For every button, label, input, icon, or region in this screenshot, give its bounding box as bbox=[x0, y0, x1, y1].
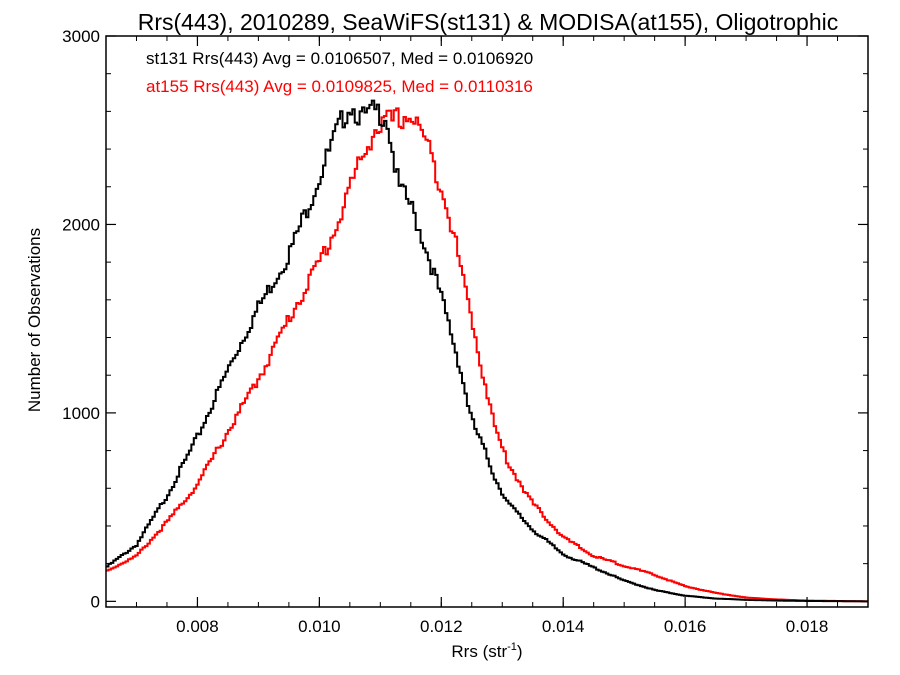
y-tick-label: 2000 bbox=[62, 215, 100, 234]
legend-annotations: st131 Rrs(443) Avg = 0.0106507, Med = 0.… bbox=[146, 49, 533, 96]
annotation-st131: st131 Rrs(443) Avg = 0.0106507, Med = 0.… bbox=[146, 49, 533, 68]
x-axis-label-main: Rrs (str bbox=[451, 642, 507, 661]
y-axis-ticks: 0 1000 2000 3000 bbox=[62, 27, 868, 611]
y-tick-label: 1000 bbox=[62, 404, 100, 423]
x-tick-label: 0.018 bbox=[786, 617, 829, 636]
x-tick-label: 0.012 bbox=[420, 617, 463, 636]
x-axis-label: Rrs (str-1) bbox=[451, 641, 522, 661]
chart-title: Rrs(443), 2010289, SeaWiFS(st131) & MODI… bbox=[138, 9, 839, 35]
annotation-at155: at155 Rrs(443) Avg = 0.0109825, Med = 0.… bbox=[146, 77, 533, 96]
series-at155-line bbox=[106, 107, 868, 603]
y-axis-label: Number of Observations bbox=[25, 228, 44, 412]
y-tick-label: 0 bbox=[91, 592, 100, 611]
y-tick-label: 3000 bbox=[62, 27, 100, 46]
x-axis-ticks: 0.008 0.010 0.012 0.014 0.016 0.018 bbox=[135, 36, 839, 636]
x-tick-label: 0.014 bbox=[542, 617, 585, 636]
x-axis-label-superscript: -1 bbox=[507, 641, 517, 653]
series-layer bbox=[106, 99, 868, 603]
x-tick-label: 0.008 bbox=[176, 617, 219, 636]
x-tick-label: 0.016 bbox=[664, 617, 707, 636]
series-st131-line bbox=[106, 99, 868, 603]
plot-frame bbox=[105, 35, 869, 608]
x-axis-label-end: ) bbox=[517, 642, 523, 661]
x-tick-label: 0.010 bbox=[298, 617, 341, 636]
